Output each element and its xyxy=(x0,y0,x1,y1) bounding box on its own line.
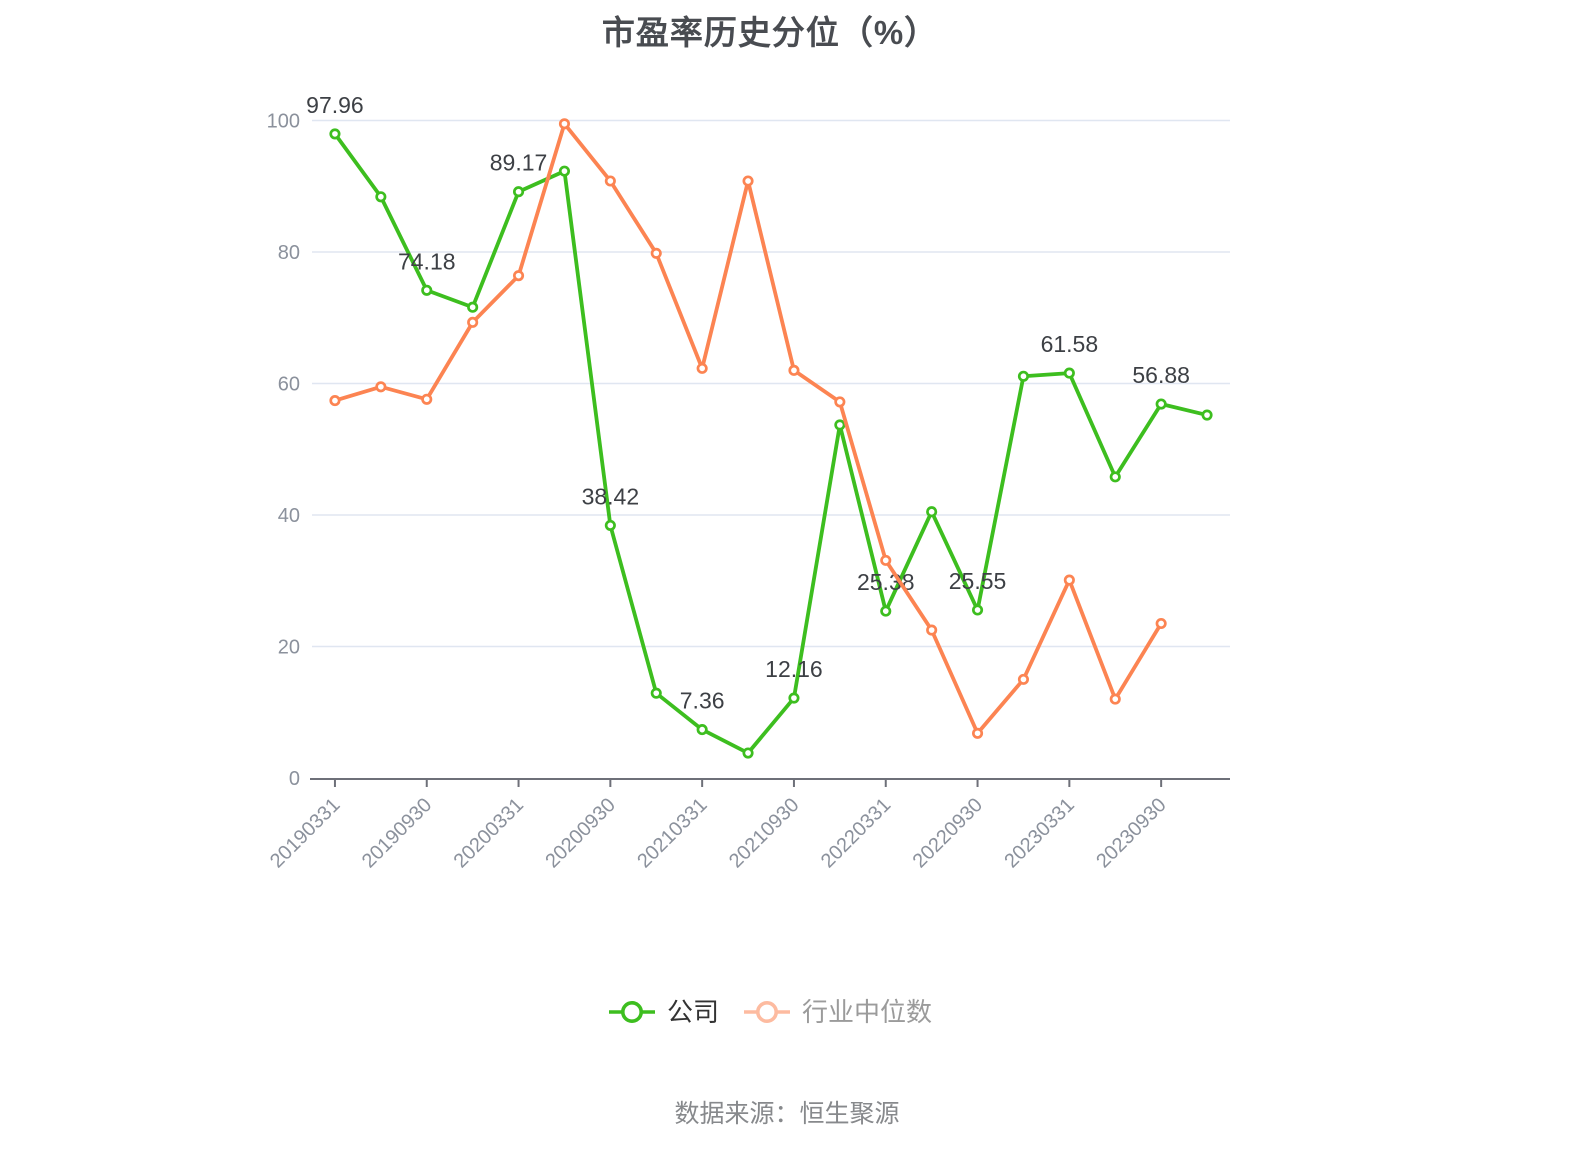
company-point[interactable] xyxy=(1109,471,1121,483)
legend-item-company[interactable]: 公司 xyxy=(608,999,719,1025)
company-point[interactable] xyxy=(971,604,984,616)
company-point[interactable] xyxy=(604,519,616,531)
company-point[interactable] xyxy=(742,747,754,759)
legend-label-industry-median: 行业中位数 xyxy=(802,997,933,1027)
industry-median-point[interactable] xyxy=(512,270,525,282)
y-axis-label: 100 xyxy=(267,111,300,133)
industry-median-point[interactable] xyxy=(788,364,800,376)
industry-median-point[interactable] xyxy=(696,362,708,374)
company-point[interactable] xyxy=(467,301,479,313)
point-value-label: 97.96 xyxy=(306,92,364,118)
industry-median-point[interactable] xyxy=(650,247,662,259)
chart-title: 市盈率历史分位（%） xyxy=(601,14,939,51)
company-point[interactable] xyxy=(329,128,341,140)
company-point[interactable] xyxy=(880,605,892,617)
industry-median-point[interactable] xyxy=(604,175,616,187)
x-axis-label: 20190930 xyxy=(358,794,436,872)
point-value-label: 38.42 xyxy=(582,483,640,509)
x-axis-label: 20220331 xyxy=(817,794,895,872)
point-value-label: 61.58 xyxy=(1041,331,1099,357)
company-line xyxy=(333,132,1209,755)
legend-item-industry-median[interactable]: 行业中位数 xyxy=(743,999,932,1025)
y-axis-label: 0 xyxy=(289,768,300,790)
x-axis-label: 20210930 xyxy=(725,794,803,872)
company-point[interactable] xyxy=(375,191,387,203)
x-axis-label: 20200930 xyxy=(541,794,619,872)
company-point[interactable] xyxy=(834,419,846,431)
company-point[interactable] xyxy=(696,724,708,736)
industry-median-point[interactable] xyxy=(1017,673,1029,685)
point-value-label: 12.16 xyxy=(765,656,823,682)
point-value-label: 74.18 xyxy=(398,248,456,274)
point-value-label: 56.88 xyxy=(1132,362,1190,388)
industry-median-point[interactable] xyxy=(971,727,984,739)
y-axis-label: 80 xyxy=(278,242,300,264)
y-axis-label: 60 xyxy=(278,374,300,396)
x-axis-label: 20200331 xyxy=(450,794,528,872)
x-axis-label: 20230331 xyxy=(1000,794,1078,872)
company-point[interactable] xyxy=(788,692,800,704)
legend: 公司 行业中位数 xyxy=(0,992,1540,1032)
company-point[interactable] xyxy=(1063,367,1075,379)
industry-median-point[interactable] xyxy=(558,118,570,130)
point-value-label: 89.17 xyxy=(490,150,548,176)
industry-median-point[interactable] xyxy=(926,624,938,636)
company-point[interactable] xyxy=(1201,409,1213,421)
y-axis-label: 40 xyxy=(278,505,300,527)
legend-label-company: 公司 xyxy=(666,997,719,1027)
industry-median-point[interactable] xyxy=(834,396,846,408)
x-axis-label: 20220930 xyxy=(909,794,987,872)
company-point[interactable] xyxy=(1155,398,1167,410)
industry-median-line xyxy=(333,121,1164,736)
industry-median-point[interactable] xyxy=(1109,693,1121,705)
x-axis-label: 20230930 xyxy=(1092,794,1170,872)
industry-median-point[interactable] xyxy=(880,554,892,566)
company-point[interactable] xyxy=(512,186,525,198)
company-point[interactable] xyxy=(558,165,570,177)
line-series-icon xyxy=(744,1001,790,1023)
x-axis-label: 20210331 xyxy=(633,794,711,872)
line-series-icon xyxy=(608,1001,655,1023)
industry-median-point[interactable] xyxy=(742,175,754,187)
industry-median-point[interactable] xyxy=(329,395,341,407)
company-point[interactable] xyxy=(421,284,433,296)
industry-median-point[interactable] xyxy=(375,381,387,393)
company-point[interactable] xyxy=(926,506,938,518)
data-source-note: 数据来源：恒生聚源 xyxy=(674,1100,900,1128)
industry-median-point[interactable] xyxy=(1063,574,1075,586)
company-point[interactable] xyxy=(650,687,662,699)
y-axis-label: 20 xyxy=(278,637,300,659)
industry-median-point[interactable] xyxy=(467,316,479,328)
x-axis-label: 20190331 xyxy=(266,794,344,872)
point-value-label: 25.55 xyxy=(949,568,1007,594)
company-point[interactable] xyxy=(1017,370,1029,382)
point-value-label: 7.36 xyxy=(680,688,725,714)
industry-median-point[interactable] xyxy=(421,393,433,405)
industry-median-point[interactable] xyxy=(1155,617,1167,630)
